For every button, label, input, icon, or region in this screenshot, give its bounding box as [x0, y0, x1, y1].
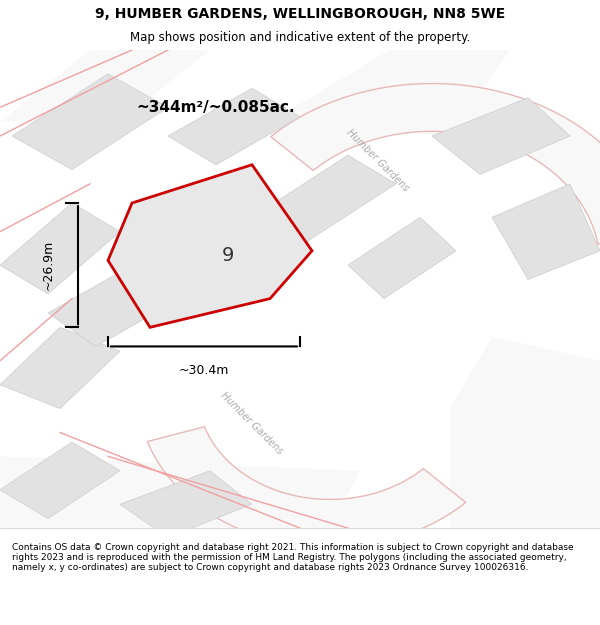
Text: Contains OS data © Crown copyright and database right 2021. This information is : Contains OS data © Crown copyright and d…	[12, 542, 574, 572]
Text: Map shows position and indicative extent of the property.: Map shows position and indicative extent…	[130, 31, 470, 44]
Polygon shape	[432, 98, 570, 174]
Text: Humber Gardens: Humber Gardens	[345, 127, 411, 193]
Polygon shape	[270, 50, 510, 136]
Text: ~26.9m: ~26.9m	[41, 240, 55, 290]
Polygon shape	[12, 74, 168, 169]
Polygon shape	[148, 427, 466, 548]
Text: Humber Gardens: Humber Gardens	[219, 390, 285, 456]
Polygon shape	[108, 165, 312, 328]
Polygon shape	[0, 328, 120, 409]
Polygon shape	[0, 456, 360, 528]
Polygon shape	[168, 88, 300, 165]
Polygon shape	[120, 471, 252, 538]
Text: 9, HUMBER GARDENS, WELLINGBOROUGH, NN8 5WE: 9, HUMBER GARDENS, WELLINGBOROUGH, NN8 5…	[95, 7, 505, 21]
Polygon shape	[48, 265, 180, 346]
Polygon shape	[271, 84, 600, 244]
Text: ~344m²/~0.085ac.: ~344m²/~0.085ac.	[137, 100, 295, 115]
Polygon shape	[492, 184, 600, 279]
Text: ~30.4m: ~30.4m	[179, 364, 229, 377]
Polygon shape	[252, 155, 396, 246]
Polygon shape	[0, 442, 120, 519]
Polygon shape	[348, 217, 456, 299]
Text: 9: 9	[222, 246, 234, 265]
Polygon shape	[0, 50, 210, 122]
Polygon shape	[450, 337, 600, 528]
Polygon shape	[0, 203, 120, 294]
